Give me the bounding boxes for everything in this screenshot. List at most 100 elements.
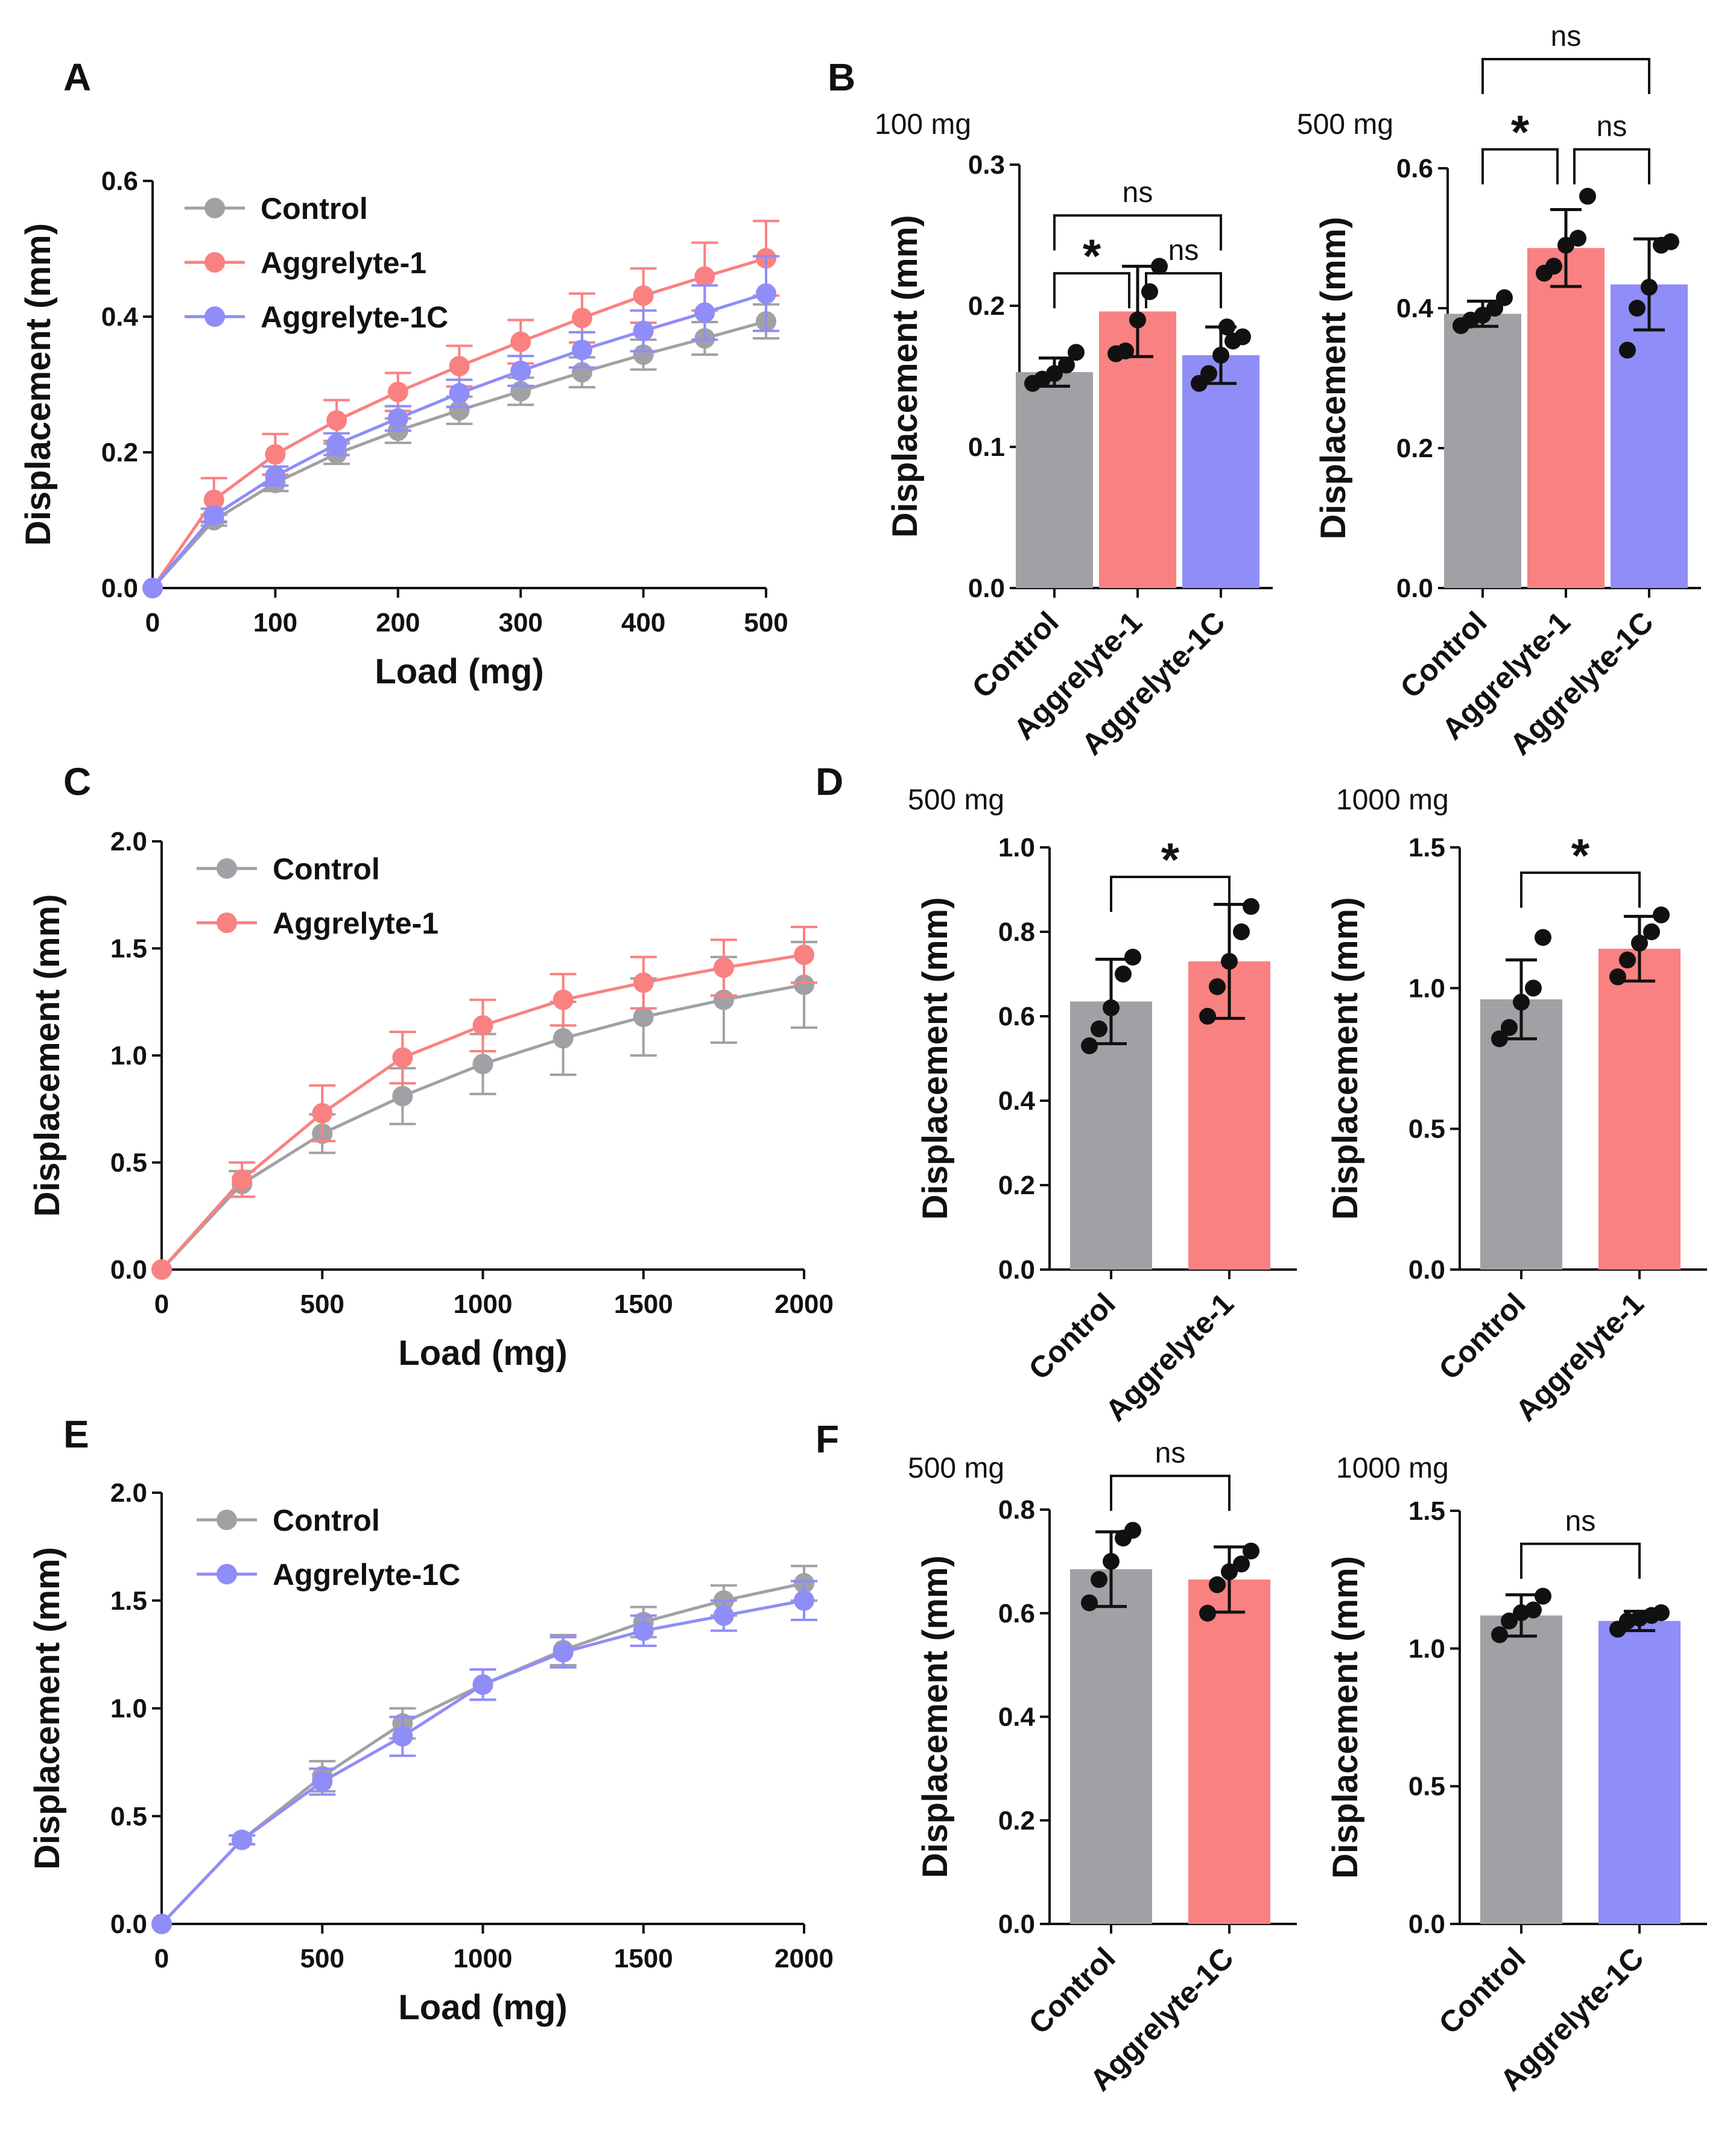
chart-A-x-tick-label-3: 300 [498,608,542,637]
chart-B1-bracket-2 [1053,214,1222,251]
chart-C-series-1-point-4 [472,1015,493,1036]
chart-D1-datapoint-1-3 [1233,923,1250,940]
chart-F2-y-tick-label-1: 0.5 [1408,1772,1445,1802]
chart-F1-datapoint-1-1 [1209,1576,1226,1593]
chart-A-legend-label-0: Control [261,192,368,226]
chart-A-y-tick-label-3: 0.6 [101,166,138,196]
chart-B1-datapoint-1-2 [1129,311,1146,329]
chart-E-series-1-point-1 [232,1829,253,1850]
chart-A-series-2 [142,255,779,598]
chart-C-series-1 [151,926,817,1280]
chart-B2-bracket-label-1: ns [1597,111,1627,143]
chart-D2-y-tick-label-2: 1.0 [1408,973,1445,1003]
chart-F1-y-tick-label-0: 0.0 [998,1909,1035,1939]
chart-B2-dose-label: 500 mg [1297,109,1393,141]
chart-B2-bar-2 [1611,284,1688,588]
chart-D2-y-axis-title: Displacement (mm) [1326,897,1365,1220]
chart-C-series-0-point-4 [472,1054,493,1075]
chart-F1-bar-1 [1188,1579,1270,1924]
chart-F1-y-tick-label-2: 0.4 [998,1703,1036,1732]
chart-C-series-1-point-7 [713,957,734,978]
chart-F1-datapoint-0-0 [1081,1594,1098,1612]
chart-D2-dose-label: 1000 mg [1336,784,1449,816]
chart-B2-datapoint-2-0 [1619,341,1636,359]
chart-D1-panel-letter: D [816,760,843,803]
chart-C: C 0.0 0.5 1.0 1.5 2.0 Displacement (mm) 0 500 100… [28,760,834,1373]
chart-E-series-1-point-8 [794,1590,814,1611]
chart-C-series-1-point-3 [392,1047,413,1068]
chart-C-legend-label-0: Control [273,852,380,886]
chart-A-series-2-point-5 [449,383,470,404]
chart-D2-bracket-label-0: * [1571,829,1590,882]
chart-A-y-axis-title: Displacement (mm) [19,223,58,546]
chart-A-x-tick-label-0: 0 [145,608,160,637]
chart-E-y-tick-label-3: 1.5 [110,1586,147,1616]
chart-E-y-tick-label-0: 0.0 [110,1909,147,1939]
chart-A-series-2-point-8 [633,320,654,341]
chart-A-series-2-point-7 [571,340,592,361]
chart-B1-datapoint-1-4 [1151,258,1168,275]
chart-D1-datapoint-1-1 [1209,978,1226,995]
chart-A-y-tick-label-1: 0.2 [101,438,138,467]
chart-E-legend-marker-1 [217,1564,237,1584]
chart-B1-y-tick-label-1: 0.1 [968,432,1005,462]
chart-F1-datapoint-1-3 [1233,1555,1250,1573]
chart-E-series-1-point-5 [553,1642,574,1663]
chart-C-y-axis-title: Displacement (mm) [28,894,67,1216]
chart-A-series-2-point-10 [756,283,776,304]
chart-D1-y-tick-label-0: 0.0 [998,1255,1035,1285]
chart-A-series-2-point-3 [326,434,347,455]
chart-D1-y-tick-label-2: 0.4 [998,1086,1036,1116]
chart-C-legend-marker-1 [217,913,237,933]
chart-A-legend-marker-2 [204,306,225,327]
chart-E-series-1-point-2 [312,1771,333,1792]
chart-B2-datapoint-0-4 [1496,289,1513,306]
chart-D2-datapoint-0-1 [1501,1019,1518,1036]
chart-D1-bracket-label-0: * [1161,833,1180,886]
chart-B2-datapoint-2-4 [1662,233,1679,250]
chart-B2-bracket-1 [1573,148,1650,185]
chart-C-legend-marker-0 [217,858,237,879]
chart-F2-datapoint-0-1 [1501,1612,1518,1630]
chart-B1-bracket-label-1: ns [1168,235,1199,267]
chart-A-series-0-point-8 [633,344,654,365]
chart-A-series-2-point-9 [694,302,715,323]
chart-A-series-2-point-0 [142,578,163,598]
chart-B1-datapoint-0-2 [1046,365,1063,382]
chart-F2-datapoint-0-4 [1535,1587,1551,1605]
chart-B2-bar-0 [1444,314,1521,588]
chart-A-legend-marker-0 [204,198,225,218]
chart-B1-datapoint-1-3 [1141,283,1158,300]
chart-A-legend-label-1: Aggrelyte-1 [261,246,426,280]
chart-F1-bracket-label-0: ns [1155,1437,1186,1469]
chart-F1-datapoint-1-0 [1199,1604,1216,1622]
chart-A-series-1-point-9 [694,266,715,287]
chart-F2-y-tick-label-0: 0.0 [1408,1909,1445,1939]
chart-B1-bracket-0 [1053,272,1130,309]
chart-D2-y-tick-label-1: 0.5 [1408,1115,1445,1144]
chart-E-x-tick-label-0: 0 [154,1944,169,1973]
chart-B1-datapoint-2-1 [1200,365,1217,382]
chart-A-x-tick-label-1: 100 [253,608,297,637]
chart-B1-bracket-1 [1145,272,1222,309]
chart-A-series-2-point-1 [203,505,224,526]
chart-B1-datapoint-2-4 [1234,328,1251,346]
chart-A-series-1-point-3 [326,410,347,431]
chart-E-legend-label-1: Aggrelyte-1C [273,1558,460,1592]
chart-C-legend-label-1: Aggrelyte-1 [273,906,439,940]
chart-A-series-2-point-2 [265,466,286,487]
chart-D1-datapoint-0-1 [1091,1020,1107,1037]
chart-E-series-1-point-4 [472,1674,493,1695]
chart-B1-datapoint-2-5 [1218,318,1235,336]
chart-E-x-tick-label-2: 1000 [454,1944,513,1973]
chart-A-series-1-point-4 [387,381,408,402]
chart-D1-datapoint-1-2 [1221,953,1238,970]
chart-E-x-tick-label-4: 2000 [775,1944,834,1973]
chart-E-series-1-point-7 [713,1605,734,1626]
chart-D2-datapoint-0-0 [1491,1030,1508,1048]
chart-D1-datapoint-0-0 [1081,1037,1098,1054]
chart-D1-y-axis-title: Displacement (mm) [916,897,955,1220]
